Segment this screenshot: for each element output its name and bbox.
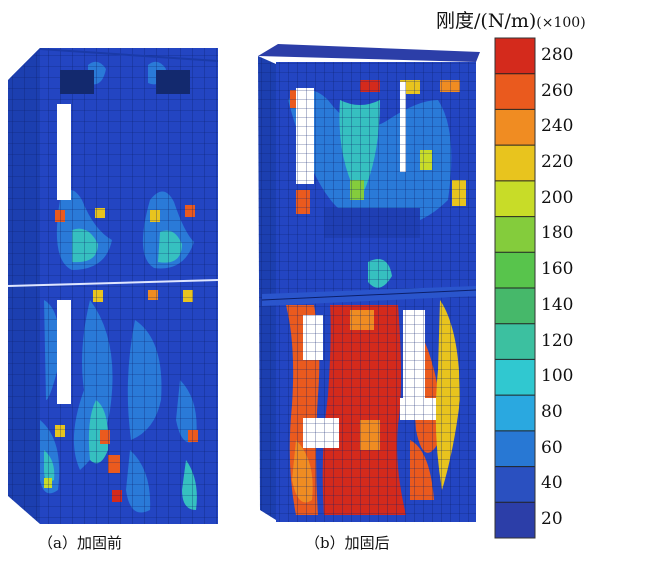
colorbar-segment — [495, 395, 535, 432]
colorbar-segment — [495, 145, 535, 182]
colorbar-tick-label: 60 — [541, 437, 563, 458]
colorbar-tick-label: 40 — [541, 473, 563, 494]
colorbar-segment — [495, 359, 535, 396]
colorbar-border — [494, 37, 536, 539]
colorbar-segment — [495, 180, 535, 218]
colorbar — [494, 37, 536, 539]
colorbar-tick-label: 20 — [541, 509, 563, 530]
colorbar-tick-label: 220 — [541, 152, 574, 172]
legend-unit: (×100) — [536, 15, 586, 31]
colorbar-segment — [495, 38, 535, 75]
legend-title-text: 刚度/(N/m) — [436, 10, 537, 32]
colorbar-segment — [495, 466, 535, 503]
colorbar-segment — [495, 109, 535, 146]
colorbar-tick-label: 240 — [541, 116, 574, 137]
colorbar-tick-label: 280 — [541, 44, 574, 65]
colorbar-segment — [495, 323, 535, 360]
colorbar-tick-label: 260 — [541, 80, 574, 101]
colorbar-tick-label: 120 — [541, 330, 574, 351]
colorbar-segment — [495, 216, 535, 253]
colorbar-segment — [495, 502, 535, 539]
colorbar-tick-label: 200 — [541, 187, 574, 208]
colorbar-tick-label: 180 — [541, 223, 574, 244]
model-before-reinforcement — [7, 48, 219, 524]
colorbar-segment — [495, 73, 535, 110]
model-after-reinforcement — [258, 44, 480, 522]
colorbar-segment — [495, 430, 535, 468]
colorbar-segment — [495, 252, 535, 289]
colorbar-segment — [495, 288, 535, 325]
colorbar-tick-label: 100 — [541, 366, 574, 387]
caption-after: （b）加固后 — [305, 534, 390, 552]
colorbar-tick-label: 160 — [541, 259, 574, 280]
colorbar-tick-label: 140 — [541, 294, 574, 315]
caption-before: （a）加固前 — [38, 534, 122, 552]
colorbar-tick-label: 80 — [541, 402, 563, 422]
legend-title: 刚度/(N/m)(×100) — [436, 6, 586, 33]
